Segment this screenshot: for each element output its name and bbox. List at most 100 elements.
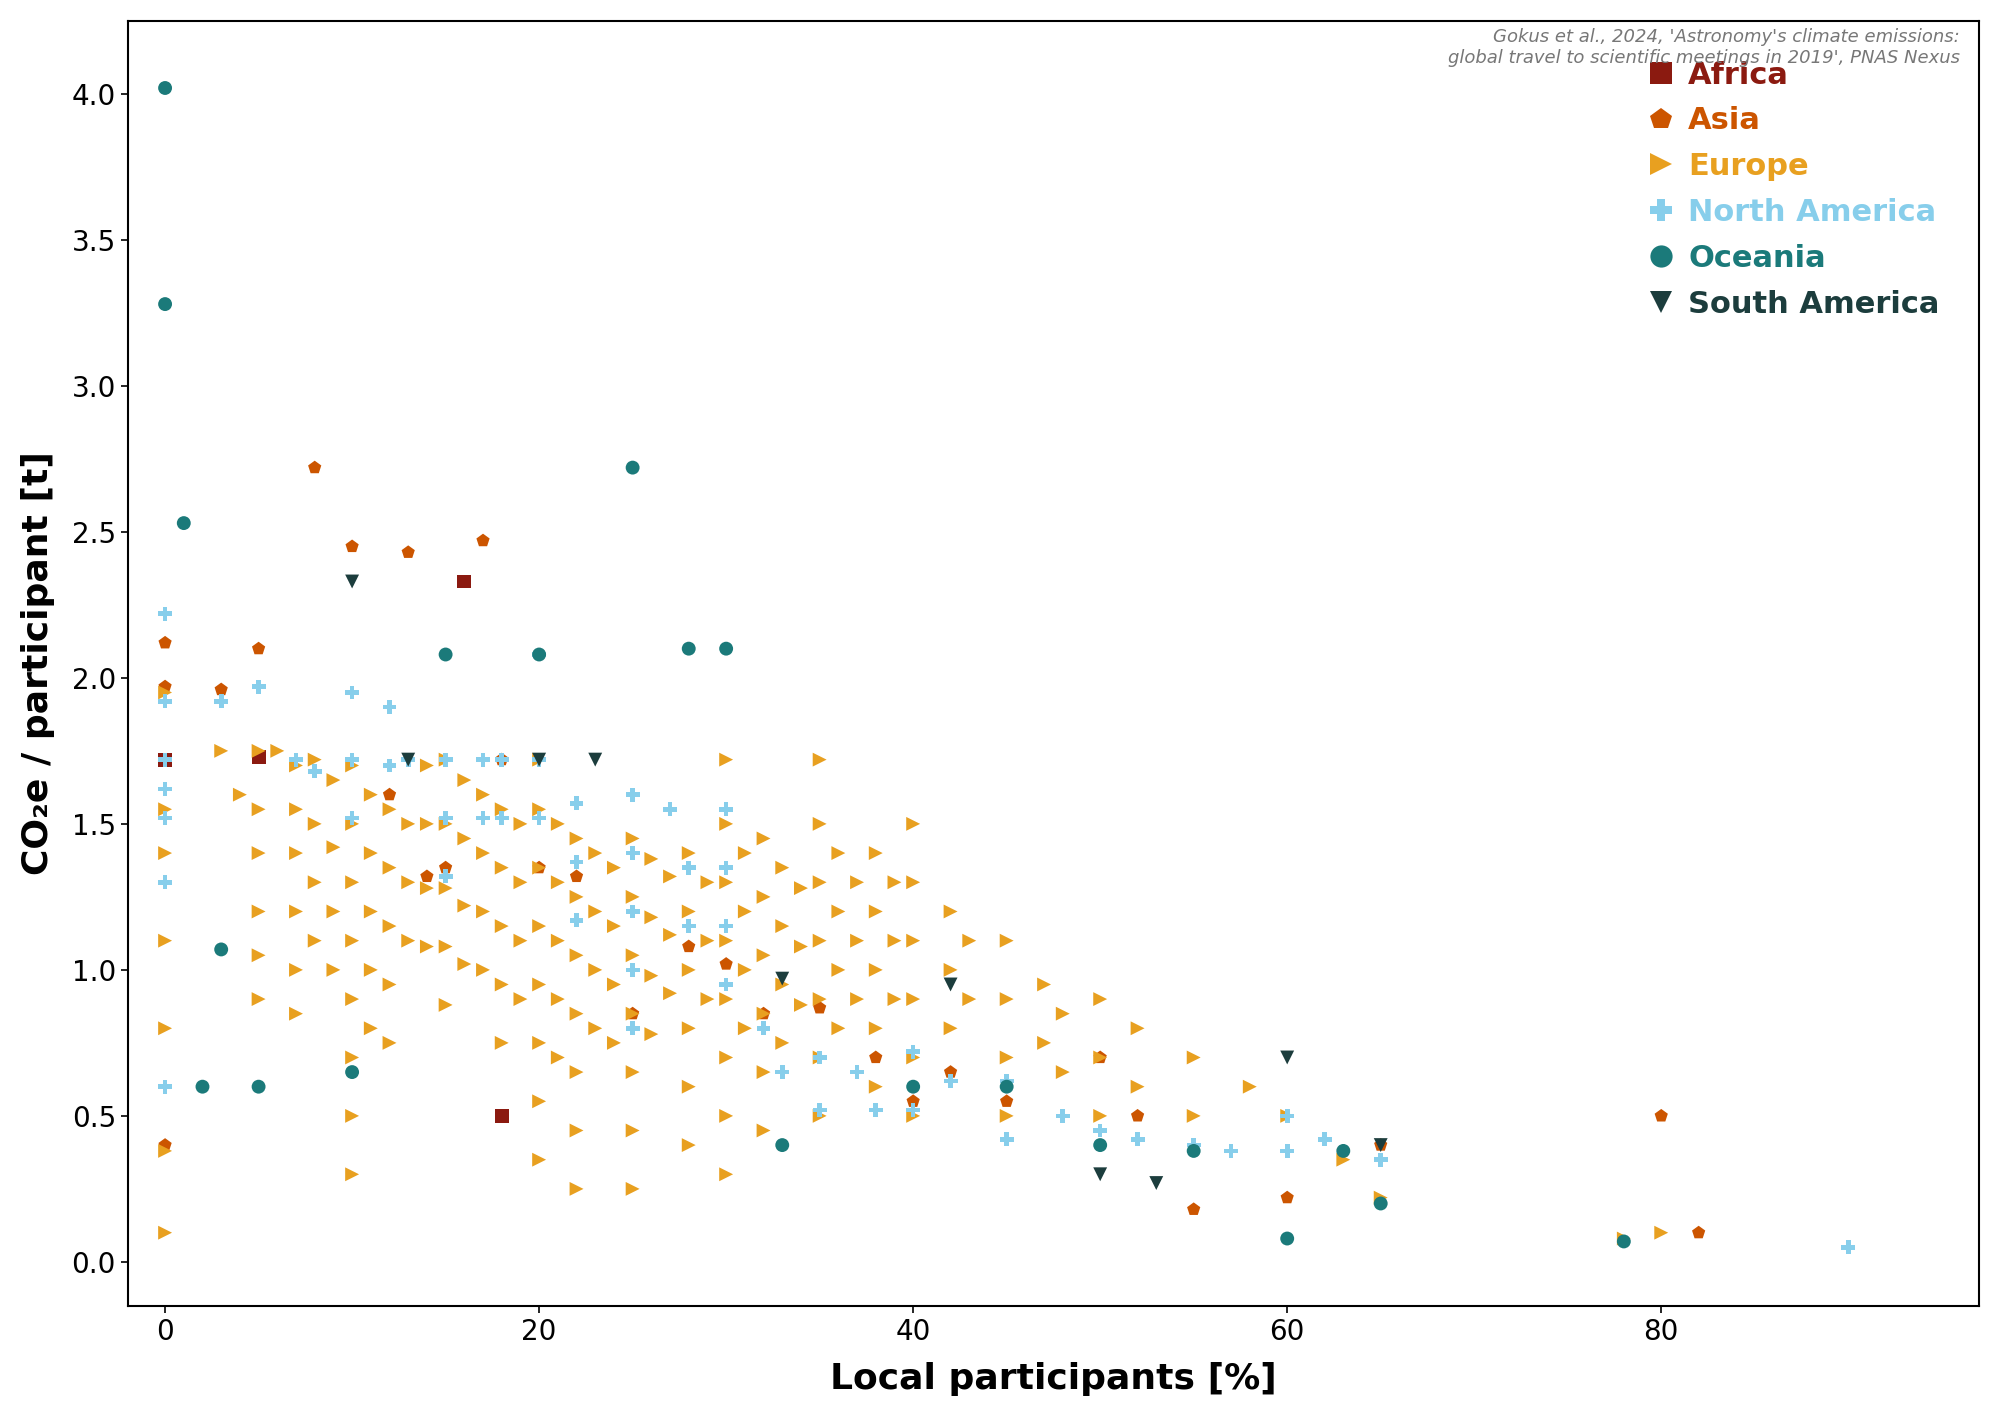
Point bbox=[766, 1134, 798, 1156]
Point bbox=[710, 915, 742, 938]
Point bbox=[934, 1070, 966, 1093]
Point bbox=[1028, 973, 1060, 996]
Point bbox=[748, 886, 780, 908]
Point bbox=[430, 866, 462, 888]
Point bbox=[1272, 1186, 1304, 1209]
Point bbox=[728, 1017, 760, 1040]
Point bbox=[672, 856, 704, 879]
Point bbox=[860, 1017, 892, 1040]
Point bbox=[242, 740, 274, 762]
Point bbox=[1178, 1046, 1210, 1068]
Point bbox=[486, 856, 518, 879]
Point bbox=[242, 944, 274, 966]
Point bbox=[524, 643, 556, 666]
Point bbox=[486, 1032, 518, 1054]
Point bbox=[860, 1076, 892, 1098]
Point bbox=[990, 988, 1022, 1010]
Point bbox=[804, 988, 836, 1010]
Point bbox=[280, 958, 312, 981]
Point bbox=[150, 798, 182, 820]
Point bbox=[878, 871, 910, 894]
Point bbox=[504, 812, 536, 835]
Point bbox=[150, 871, 182, 894]
Y-axis label: CO₂e / participant [t]: CO₂e / participant [t] bbox=[20, 452, 54, 876]
Point bbox=[842, 871, 874, 894]
Point bbox=[354, 900, 386, 922]
Point bbox=[616, 456, 648, 479]
Point bbox=[748, 828, 780, 850]
Point bbox=[374, 696, 406, 718]
Point bbox=[336, 812, 368, 835]
Point bbox=[374, 856, 406, 879]
Point bbox=[804, 812, 836, 835]
Point bbox=[766, 915, 798, 938]
Point bbox=[616, 944, 648, 966]
Point bbox=[560, 1178, 592, 1200]
Point bbox=[336, 930, 368, 952]
Point bbox=[1216, 1139, 1248, 1162]
Point bbox=[486, 748, 518, 771]
Point bbox=[150, 1017, 182, 1040]
Point bbox=[336, 806, 368, 829]
Point bbox=[448, 952, 480, 975]
Point bbox=[560, 944, 592, 966]
Point bbox=[748, 1017, 780, 1040]
Point bbox=[1308, 1128, 1340, 1151]
Point bbox=[822, 958, 854, 981]
Point bbox=[150, 778, 182, 801]
Point bbox=[336, 748, 368, 771]
Point bbox=[748, 1119, 780, 1142]
Point bbox=[468, 958, 500, 981]
Point bbox=[392, 871, 424, 894]
Point bbox=[990, 1104, 1022, 1127]
Point bbox=[354, 958, 386, 981]
Point bbox=[766, 973, 798, 996]
Point bbox=[748, 1002, 780, 1024]
Point bbox=[616, 828, 648, 850]
Point bbox=[468, 748, 500, 771]
Point bbox=[560, 886, 592, 908]
Point bbox=[710, 812, 742, 835]
Point bbox=[318, 769, 350, 792]
Point bbox=[804, 748, 836, 771]
Point bbox=[878, 988, 910, 1010]
Point bbox=[990, 1076, 1022, 1098]
Point bbox=[336, 754, 368, 777]
Point bbox=[784, 935, 816, 958]
Point bbox=[560, 1002, 592, 1024]
Point bbox=[150, 602, 182, 625]
Point bbox=[710, 638, 742, 660]
Point bbox=[1364, 1134, 1396, 1156]
Point bbox=[468, 806, 500, 829]
Point bbox=[1608, 1230, 1640, 1253]
Point bbox=[954, 988, 986, 1010]
Point bbox=[150, 1134, 182, 1156]
Point bbox=[150, 682, 182, 704]
Point bbox=[1364, 1186, 1396, 1209]
Point bbox=[430, 748, 462, 771]
Point bbox=[598, 973, 630, 996]
Point bbox=[224, 784, 256, 806]
Point bbox=[672, 1017, 704, 1040]
Point bbox=[150, 748, 182, 771]
Point bbox=[616, 842, 648, 864]
Point bbox=[842, 930, 874, 952]
Point bbox=[616, 784, 648, 806]
Point bbox=[524, 915, 556, 938]
Point bbox=[298, 748, 330, 771]
Text: Gokus et al., 2024, 'Astronomy's climate emissions:
global travel to scientific : Gokus et al., 2024, 'Astronomy's climate… bbox=[1448, 28, 1960, 67]
Point bbox=[1272, 1139, 1304, 1162]
Point bbox=[878, 930, 910, 952]
Point bbox=[206, 679, 238, 701]
Point bbox=[336, 1104, 368, 1127]
Point bbox=[336, 682, 368, 704]
Point bbox=[430, 748, 462, 771]
Point bbox=[1646, 1221, 1678, 1244]
Point bbox=[392, 541, 424, 564]
Point bbox=[860, 900, 892, 922]
Point bbox=[1046, 1104, 1078, 1127]
Point bbox=[616, 958, 648, 981]
Point bbox=[1272, 1227, 1304, 1250]
Point bbox=[672, 935, 704, 958]
Point bbox=[898, 1104, 930, 1127]
